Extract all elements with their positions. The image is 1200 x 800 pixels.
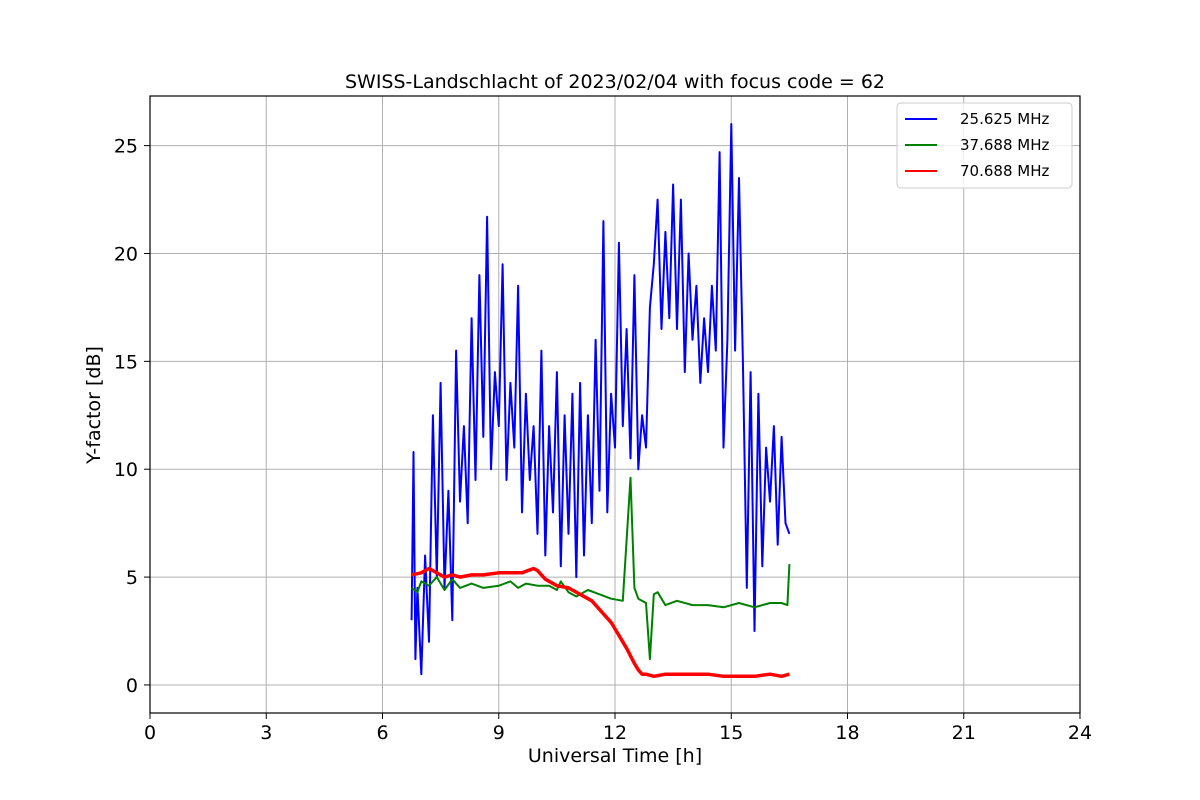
legend-box [896, 102, 1073, 189]
legend-label: 25.625 MHz [960, 110, 1049, 128]
legend-label: 37.688 MHz [960, 136, 1049, 154]
series-line-37-688-mhz [411, 476, 791, 661]
x-tick-label: 21 [952, 722, 976, 744]
x-tick-label: 12 [603, 722, 627, 744]
y-tick-label: 25 [114, 136, 138, 158]
legend: 25.625 MHz 37.688 MHz 70.688 MHz [896, 102, 1073, 189]
y-axis-label: Y-factor [dB] [83, 346, 105, 465]
x-tick-label: 24 [1068, 722, 1092, 744]
x-tick-label: 15 [719, 722, 743, 744]
y-tick-label: 0 [126, 675, 138, 697]
y-tick-label: 10 [114, 459, 138, 481]
legend-entries: 25.625 MHz 37.688 MHz 70.688 MHz [905, 110, 1049, 180]
x-tick-label: 3 [260, 722, 272, 744]
x-axis-label: Universal Time [h] [528, 745, 702, 767]
x-tick-label: 0 [144, 722, 156, 744]
y-tick-label: 5 [126, 567, 138, 589]
ticks: 0 3 6 9 12 15 18 21 24 0 5 10 15 20 25 [114, 136, 1092, 744]
x-tick-label: 9 [493, 722, 505, 744]
y-tick-label: 20 [114, 243, 138, 265]
series-line-25-625-mhz [410, 123, 791, 676]
legend-label: 70.688 MHz [960, 162, 1049, 180]
y-tick-label: 15 [114, 351, 138, 373]
x-tick-label: 6 [376, 722, 388, 744]
chart-title: SWISS-Landschlacht of 2023/02/04 with fo… [345, 71, 885, 93]
x-tick-label: 18 [835, 722, 859, 744]
series-layer [410, 123, 791, 679]
series-line-70-688-mhz [411, 566, 790, 679]
